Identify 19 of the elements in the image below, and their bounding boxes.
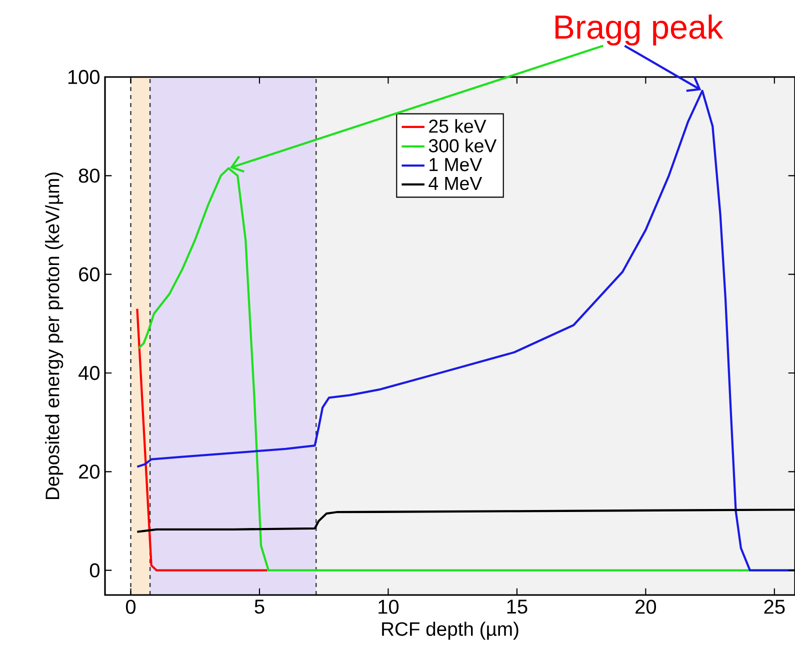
y-tick-label: 100	[68, 70, 100, 84]
y-tick-label: 60	[79, 267, 100, 282]
legend-label: 4 MeV	[428, 177, 482, 190]
y-axis-title: Deposited energy per proton (keV/µm)	[45, 172, 64, 500]
legend-label: 1 MeV	[430, 158, 482, 172]
x-tick-label: 0	[126, 600, 136, 614]
x-tick-label: 25	[764, 600, 785, 614]
text: Bragg peak	[556, 14, 724, 46]
x-tick-label: 5	[254, 600, 264, 614]
x-tick-label: 20	[636, 600, 656, 614]
x-tick-label: 10	[378, 600, 399, 614]
x-axis-title: RCF depth (µm)	[382, 622, 518, 640]
x-tick-label: 15	[507, 600, 528, 614]
legend-label: 300 keV	[428, 138, 497, 152]
y-tick-label: 20	[79, 464, 100, 479]
y-tick-label: 0	[90, 563, 100, 578]
legend-label: 25 keV	[429, 119, 486, 133]
y-tick-label: 40	[78, 366, 100, 380]
y-tick-label: 80	[78, 168, 100, 183]
